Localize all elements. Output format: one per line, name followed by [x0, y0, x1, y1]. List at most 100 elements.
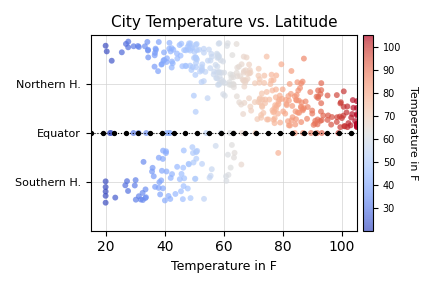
- Point: [186, 43, 193, 48]
- Point: [256, 77, 263, 82]
- Point: [328, 122, 335, 127]
- Point: [200, 50, 207, 55]
- Point: [337, 114, 343, 119]
- Point: [125, 39, 132, 44]
- Point: [283, 103, 290, 107]
- Point: [248, 108, 254, 113]
- Point: [132, 197, 139, 202]
- Point: [208, 52, 215, 56]
- Point: [244, 77, 251, 81]
- Point: [286, 123, 293, 128]
- Title: City Temperature vs. Latitude: City Temperature vs. Latitude: [111, 15, 337, 30]
- Point: [144, 39, 151, 44]
- Point: [190, 160, 197, 165]
- Point: [256, 80, 263, 85]
- Point: [174, 51, 181, 56]
- Point: [336, 131, 343, 135]
- Point: [206, 131, 213, 135]
- Point: [270, 118, 277, 122]
- Point: [349, 112, 356, 116]
- Point: [165, 194, 172, 198]
- Point: [328, 115, 335, 119]
- Point: [215, 55, 222, 60]
- Point: [130, 44, 137, 49]
- Point: [278, 62, 285, 67]
- Point: [155, 69, 162, 73]
- Point: [258, 115, 265, 120]
- Point: [302, 99, 309, 104]
- Point: [143, 131, 149, 135]
- Point: [209, 54, 216, 59]
- Point: [207, 58, 214, 63]
- Point: [263, 90, 270, 94]
- Point: [231, 155, 238, 160]
- Point: [179, 197, 186, 201]
- Point: [318, 109, 324, 114]
- Point: [192, 109, 199, 114]
- Point: [231, 151, 238, 155]
- Point: [242, 68, 249, 73]
- Point: [200, 79, 207, 84]
- Point: [222, 174, 229, 179]
- Point: [223, 43, 230, 48]
- Point: [168, 172, 175, 176]
- Point: [264, 117, 270, 122]
- Point: [318, 118, 325, 122]
- Point: [261, 73, 268, 78]
- Point: [162, 198, 168, 203]
- Point: [298, 81, 305, 86]
- Point: [168, 59, 175, 64]
- Point: [142, 187, 149, 192]
- Point: [162, 149, 169, 154]
- Point: [300, 56, 307, 61]
- Point: [340, 113, 347, 118]
- Point: [145, 55, 152, 60]
- Point: [167, 176, 174, 180]
- Point: [324, 118, 331, 122]
- Point: [238, 62, 245, 67]
- Point: [353, 106, 360, 110]
- Point: [163, 131, 170, 135]
- Point: [347, 131, 354, 135]
- Point: [144, 48, 151, 53]
- Point: [219, 80, 226, 85]
- Point: [286, 82, 293, 86]
- Point: [123, 42, 130, 46]
- Point: [198, 67, 205, 71]
- Point: [102, 185, 109, 189]
- Point: [180, 165, 187, 170]
- Point: [352, 119, 359, 124]
- Point: [334, 93, 340, 97]
- Point: [182, 63, 189, 68]
- Point: [289, 131, 295, 135]
- Point: [196, 48, 203, 52]
- Point: [214, 70, 221, 75]
- Point: [216, 70, 222, 75]
- Point: [293, 98, 300, 103]
- X-axis label: Temperature in F: Temperature in F: [171, 260, 277, 273]
- Point: [353, 124, 360, 129]
- Point: [159, 186, 166, 191]
- Point: [182, 131, 189, 135]
- Point: [156, 180, 163, 185]
- Point: [298, 104, 305, 109]
- Point: [102, 43, 109, 48]
- Point: [273, 87, 280, 92]
- Point: [347, 123, 354, 128]
- Point: [143, 195, 149, 200]
- Point: [210, 72, 217, 77]
- Point: [151, 64, 158, 69]
- Point: [179, 64, 186, 69]
- Point: [273, 107, 280, 111]
- Point: [190, 151, 197, 155]
- Point: [161, 58, 168, 62]
- Point: [258, 104, 265, 108]
- Point: [240, 78, 247, 83]
- Point: [135, 45, 142, 49]
- Point: [257, 113, 264, 117]
- Point: [194, 149, 200, 153]
- Point: [163, 56, 170, 60]
- Point: [225, 152, 232, 157]
- Point: [162, 151, 169, 155]
- Point: [235, 64, 242, 69]
